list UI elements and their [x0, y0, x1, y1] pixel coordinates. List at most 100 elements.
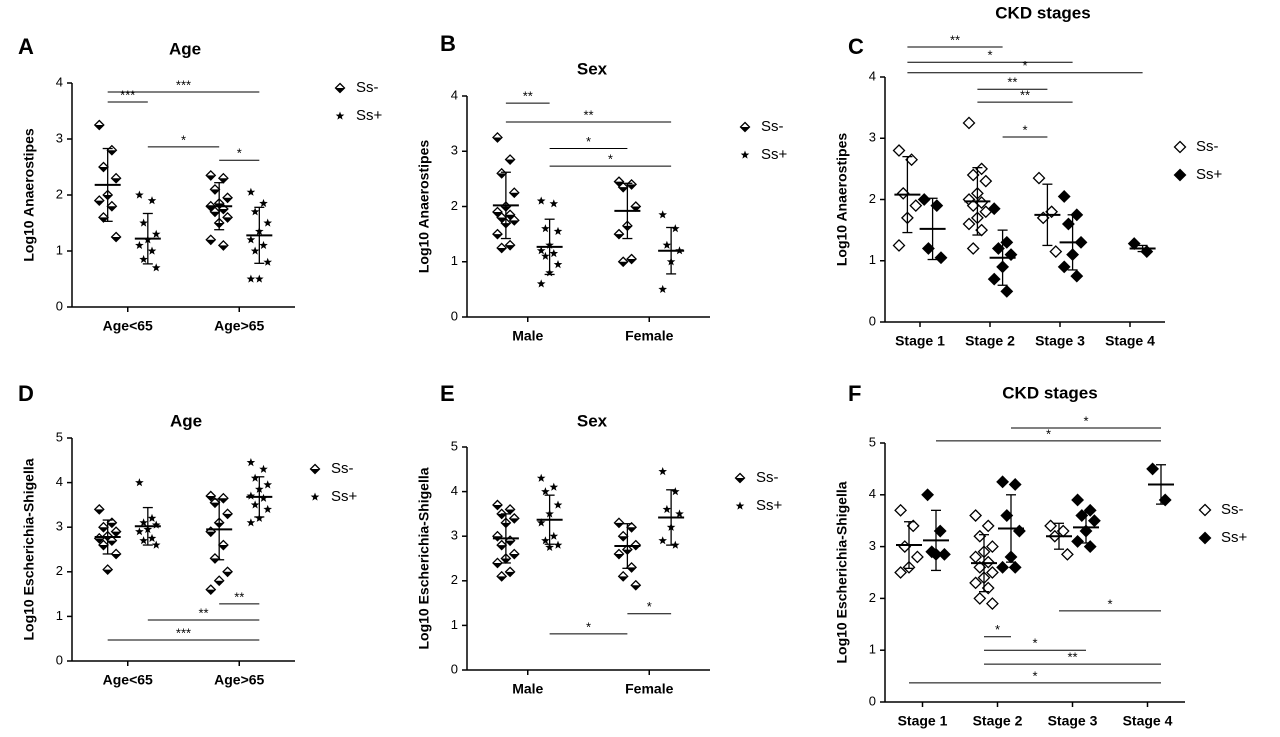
data-point	[894, 566, 908, 579]
data-point	[671, 224, 680, 233]
diamond-half	[614, 522, 624, 528]
diamond-marker	[1012, 524, 1026, 538]
chart-title: Age	[170, 411, 202, 430]
data-point	[139, 518, 148, 527]
significance-label: ***	[120, 87, 135, 102]
data-point	[987, 202, 1001, 216]
star-marker	[250, 500, 260, 509]
error-bar	[102, 147, 113, 222]
data-point	[549, 249, 559, 258]
y-tick-label: 1	[451, 253, 458, 268]
error-bar	[142, 506, 153, 546]
significance-label: **	[234, 589, 244, 604]
data-point	[892, 144, 906, 157]
star-marker	[135, 190, 144, 199]
data-point	[496, 167, 508, 179]
significance-label: *	[1022, 58, 1027, 73]
star-marker	[553, 260, 563, 269]
diamond-half	[618, 536, 628, 541]
diamond-half	[206, 531, 216, 537]
x-tick-label: Age<65	[103, 672, 153, 688]
star-marker	[147, 196, 157, 205]
error-bar	[902, 155, 913, 234]
data-point	[135, 478, 144, 487]
data-point	[205, 490, 217, 502]
diamond-half	[627, 258, 637, 264]
data-point	[110, 172, 122, 184]
data-point	[110, 548, 122, 560]
diamond-half	[497, 217, 507, 223]
data-point	[658, 284, 667, 293]
diamond-half	[509, 518, 519, 523]
data-point	[909, 199, 923, 213]
data-point	[613, 548, 625, 560]
diamond-half	[206, 589, 216, 595]
diamond-marker	[1173, 168, 1187, 182]
diamond-marker	[910, 550, 924, 564]
data-point	[549, 482, 559, 491]
data-point	[910, 550, 924, 564]
data-point	[966, 242, 980, 255]
data-point	[110, 231, 122, 243]
diamond-half	[505, 509, 515, 514]
error-bar	[979, 534, 989, 593]
diamond-half	[505, 245, 515, 250]
diamond-marker	[1071, 535, 1085, 548]
diamond-half	[218, 178, 228, 183]
chart-title: CKD stages	[995, 3, 1090, 22]
star-marker	[553, 540, 563, 549]
data-point	[135, 240, 144, 249]
legend-marker	[310, 492, 320, 501]
y-axis-label: Log10 Anaerostipes	[21, 128, 37, 262]
legend-label: Ss-	[1221, 501, 1244, 518]
y-axis-label: Log10 Anaerostipes	[416, 140, 432, 274]
error-bar	[142, 212, 153, 265]
data-point	[246, 274, 256, 283]
data-point	[1060, 547, 1074, 561]
star-marker	[250, 246, 260, 255]
diamond-half	[509, 220, 519, 225]
data-point	[151, 520, 161, 529]
diamond-half	[98, 217, 108, 222]
significance-label: *	[237, 146, 242, 161]
error-bar	[254, 476, 265, 518]
data-point	[549, 531, 559, 540]
legend-marker	[335, 111, 345, 120]
star-marker	[246, 458, 256, 467]
data-point	[139, 254, 148, 263]
diamond-marker	[892, 144, 906, 157]
data-point	[1008, 478, 1022, 491]
y-tick-label: 4	[869, 68, 876, 83]
star-marker	[246, 518, 256, 527]
star-marker	[536, 473, 546, 482]
error-bar	[666, 489, 677, 546]
significance-label: *	[1032, 636, 1037, 651]
y-axis-label: Log10 Escherichia-Shigella	[416, 467, 432, 649]
data-point	[147, 196, 157, 205]
diamond-marker	[1057, 190, 1071, 203]
diamond-half	[218, 245, 228, 250]
diamond-half	[627, 184, 637, 189]
diamond-marker	[921, 488, 935, 502]
data-point	[217, 239, 229, 251]
y-tick-label: 4	[56, 474, 63, 489]
diamond-half	[223, 217, 233, 222]
chart-title: Sex	[577, 59, 608, 78]
significance-label: **	[199, 605, 209, 620]
diamond-half	[210, 189, 220, 194]
data-point	[541, 487, 550, 496]
data-point	[1070, 269, 1084, 283]
diamond-marker	[969, 576, 983, 590]
error-bar	[214, 498, 225, 561]
chart-title: CKD stages	[1002, 383, 1097, 402]
data-point	[985, 597, 999, 610]
error-bar	[666, 226, 677, 275]
data-point	[1071, 535, 1085, 548]
data-point	[151, 540, 161, 549]
legend-label: Ss+	[331, 488, 358, 505]
data-point	[553, 500, 563, 509]
x-tick-label: Stage 2	[973, 713, 1023, 729]
data-point	[921, 488, 935, 502]
diamond-half	[618, 187, 628, 192]
diamond-half	[111, 553, 121, 559]
